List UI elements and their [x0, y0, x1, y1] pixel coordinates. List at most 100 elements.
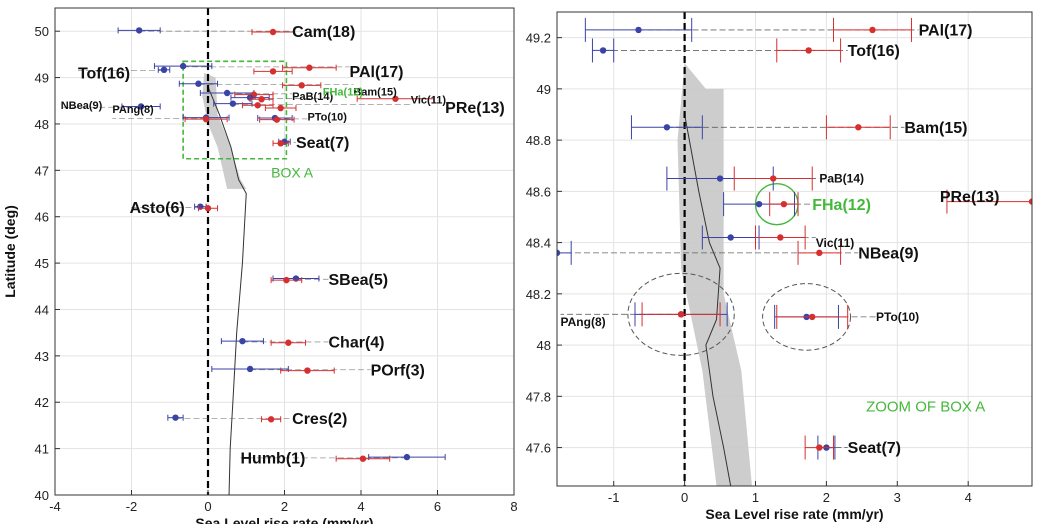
chart-1-y-axis-label: Latitude (deg) [2, 205, 18, 298]
chart-1-xtick-label: 2 [281, 499, 288, 514]
chart-1-xtick-label: 4 [357, 499, 364, 514]
chart-1-red-point [277, 140, 284, 147]
chart-2-blue-point [557, 249, 561, 257]
chart-2-station-label: Bam(15) [904, 120, 967, 137]
chart-2-red-point [677, 311, 685, 318]
chart-2-zoom-annotation: ZOOM OF BOX A [866, 399, 985, 416]
chart-1-blue-point [246, 365, 254, 373]
chart-1-red-point [269, 68, 277, 75]
chart-1-station-label: PAng(8) [112, 104, 154, 116]
chart-1-ytick-label: 47 [35, 163, 49, 178]
chart-1-blue-point [229, 100, 237, 107]
chart-1-station-label: PRe(13) [445, 100, 505, 117]
chart-1-station-label: Bam(15) [353, 86, 397, 98]
chart-1-station-label: Vic(11) [411, 95, 447, 107]
chart-2-x-axis-label: Sea Level rise rate (mm/yr) [705, 506, 883, 522]
chart-1-blue-point [160, 66, 168, 74]
chart-2-red-point [780, 200, 788, 208]
chart-2-ytick-label: 48 [537, 338, 551, 353]
chart-2-blue-point [635, 26, 642, 34]
chart-2-ytick-label: 47.6 [526, 441, 551, 456]
chart-2-red-point [1028, 198, 1032, 205]
chart-1-red-point [277, 104, 284, 112]
chart-1-red-point [283, 276, 290, 284]
chart-2-red-point [869, 26, 876, 34]
chart-1-ytick-label: 49 [35, 71, 49, 86]
chart-1-station-label: PaB(14) [292, 91, 333, 103]
chart-2-ytick-label: 48.6 [526, 184, 551, 199]
chart-1-xtick-label: 0 [204, 499, 211, 514]
chart-1-blue-point [179, 62, 187, 70]
chart-1-red-point [202, 115, 210, 123]
chart-2-ytick-label: 47.8 [526, 389, 551, 404]
chart-2-xtick-label: 4 [965, 490, 972, 505]
chart-2-model-curve [684, 114, 732, 486]
chart-2-red-point [855, 124, 862, 131]
chart-1-blue-point [137, 103, 145, 110]
chart-2-xtick-label: 1 [752, 490, 759, 505]
chart-1-station-label: Tof(16) [78, 66, 130, 83]
chart-1-ytick-label: 48 [35, 117, 49, 132]
chart-1-red-point [204, 205, 212, 212]
chart-2-station-label: Seat(7) [848, 440, 901, 457]
chart-1-xtick-label: 8 [510, 499, 517, 514]
chart-2-ytick-label: 48.8 [526, 133, 551, 148]
chart-1-panel: BOX A Cam(18) PAl(17) Tof(16) Bam(15) PaB(14)… [2, 7, 518, 524]
chart-2-station-label: NBea(9) [858, 245, 918, 262]
chart-1-station-label: NBea(9) [61, 100, 103, 112]
chart-1-model-curve [207, 86, 247, 495]
chart-1-station-label: Asto(6) [130, 200, 185, 217]
chart-1-ytick-label: 45 [35, 256, 49, 271]
chart-1-box-a [182, 60, 288, 160]
chart-1-box-a-label: BOX A [271, 164, 314, 180]
chart-2-blue-point [727, 234, 734, 241]
chart-2-red-point [770, 175, 777, 182]
chart-2-red-point [777, 234, 784, 241]
chart-2-ytick-label: 48.2 [526, 287, 551, 302]
chart-1-red-point [304, 367, 311, 374]
chart-1-station-label: Humb(1) [241, 450, 306, 467]
chart-1-station-label: FHa(12) [323, 86, 364, 98]
chart-1-red-point [392, 95, 399, 102]
chart-1-station-label: PTo(10) [307, 111, 347, 123]
chart-2-highlight-ellipse [627, 272, 735, 356]
chart-2-blue-point [755, 200, 763, 208]
chart-1-ytick-label: 40 [35, 488, 49, 503]
chart-2-ytick-label: 49 [537, 82, 551, 97]
chart-1-red-point [258, 96, 265, 103]
chart-1-ytick-label: 43 [35, 349, 49, 364]
chart-1-ytick-label: 41 [35, 442, 49, 457]
chart-1-station-label: POrf(3) [371, 362, 425, 379]
chart-1-blue-point [239, 337, 246, 345]
chart-1-red-point [298, 82, 305, 89]
chart-2-xtick-label: 0 [681, 490, 688, 505]
chart-1-red-point [267, 416, 275, 423]
chart-2-blue-point [716, 175, 724, 182]
chart-1-red-point [273, 116, 281, 123]
chart-1-ytick-label: 44 [35, 302, 49, 317]
chart-1-station-label: SBea(5) [328, 272, 388, 289]
chart-2-station-label: PRe(13) [940, 189, 1000, 206]
chart-2-xtick-label: -1 [608, 490, 620, 505]
chart-1-station-label: Cres(2) [292, 411, 347, 428]
chart-2-station-label: Vic(11) [816, 236, 854, 250]
chart-2-red-point [816, 249, 823, 257]
chart-1-blue-point [223, 89, 231, 97]
chart-2-uncertainty-band [677, 63, 752, 486]
chart-1-xtick-label: -4 [49, 499, 61, 514]
chart-2-station-label: PAng(8) [561, 315, 606, 329]
chart-2-blue-point [663, 124, 671, 131]
chart-2-frame [556, 11, 1033, 487]
chart-2-station-label: FHa(12) [812, 197, 871, 214]
chart-2-red-point [805, 47, 812, 54]
chart-1-red-point [306, 64, 313, 71]
chart-2-station-label: PaB(14) [819, 172, 864, 186]
chart-2-xtick-label: 2 [823, 490, 830, 505]
chart-1-blue-point [195, 80, 202, 87]
chart-2-ytick-label: 48.4 [526, 236, 551, 251]
chart-1-red-point [254, 102, 261, 109]
chart-1-red-point [269, 28, 277, 36]
chart-1-xtick-label: -2 [126, 499, 138, 514]
